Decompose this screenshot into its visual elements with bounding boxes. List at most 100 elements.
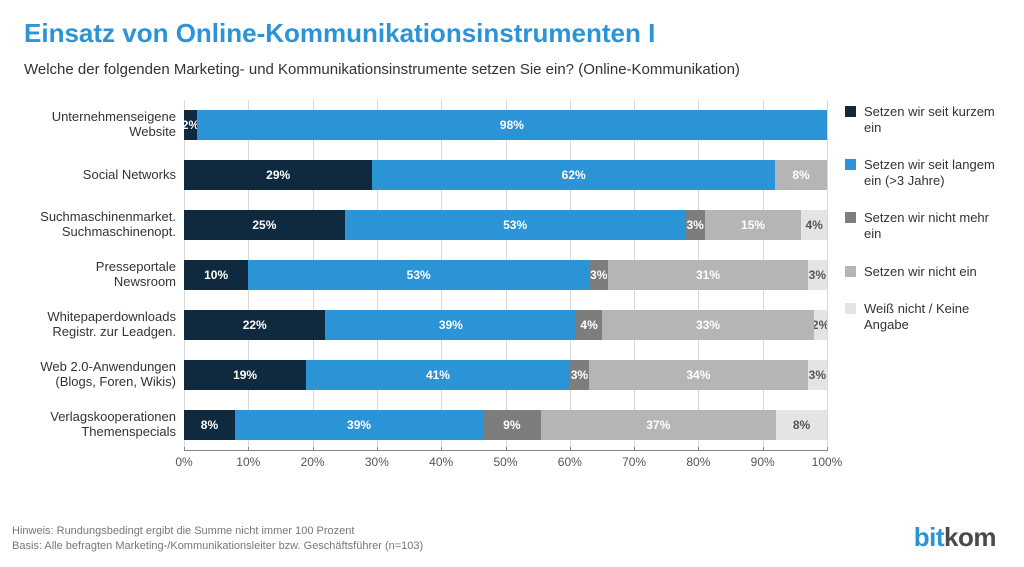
legend-label: Setzen wir nicht mehr ein [864,210,1000,241]
logo-part-1: bit [914,522,944,552]
bar-segment: 3% [808,360,827,390]
bar-stack: 2%98% [184,110,827,140]
bar-segment: 8% [775,160,827,190]
bar-segment: 39% [235,410,483,440]
bar-row: 25%53%3%15%4% [184,200,827,250]
legend-item: Setzen wir nicht ein [845,264,1000,280]
x-tick-mark [248,447,249,451]
footnote-line-1: Hinweis: Rundungsbedingt ergibt die Summ… [12,524,423,538]
bar-segment: 53% [248,260,589,290]
bar-segment: 19% [184,360,306,390]
plot-area: 2%98%29%62%8%25%53%3%15%4%10%53%3%31%3%2… [184,100,827,474]
bar-stack: 8%39%9%37%8% [184,410,827,440]
x-tick-mark [506,447,507,451]
x-tick-mark [441,447,442,451]
x-tick-label: 70% [622,455,646,469]
bar-segment: 8% [776,410,827,440]
bar-segment: 4% [801,210,827,240]
legend-label: Setzen wir seit kurzem ein [864,104,1000,135]
x-tick-label: 0% [175,455,192,469]
x-tick-label: 60% [558,455,582,469]
legend-item: Setzen wir nicht mehr ein [845,210,1000,241]
bar-stack: 22%39%4%33%2% [184,310,827,340]
x-tick-label: 90% [751,455,775,469]
bar-stack: 29%62%8% [184,160,827,190]
x-tick-label: 30% [365,455,389,469]
x-tick-label: 10% [236,455,260,469]
bar-segment: 15% [705,210,801,240]
y-axis-label: PresseportaleNewsroom [24,250,184,300]
bar-segment: 33% [602,310,814,340]
x-tick-mark [634,447,635,451]
bar-segment: 62% [372,160,775,190]
legend-item: Setzen wir seit kurzem ein [845,104,1000,135]
bar-segment: 98% [197,110,827,140]
logo-part-2: kom [944,522,996,552]
chart-area: UnternehmenseigeneWebsiteSocial Networks… [24,100,827,474]
bar-segment: 39% [325,310,576,340]
legend-label: Setzen wir nicht ein [864,264,977,280]
legend-swatch [845,303,856,314]
bar-row: 29%62%8% [184,150,827,200]
bar-row: 8%39%9%37%8% [184,400,827,450]
bar-segment: 3% [589,260,608,290]
bars-container: 2%98%29%62%8%25%53%3%15%4%10%53%3%31%3%2… [184,100,827,450]
x-tick-mark [377,447,378,451]
legend-label: Weiß nicht / Keine Angabe [864,301,1000,332]
footnotes: Hinweis: Rundungsbedingt ergibt die Summ… [12,524,423,553]
bar-row: 10%53%3%31%3% [184,250,827,300]
bar-row: 19%41%3%34%3% [184,350,827,400]
y-axis-labels: UnternehmenseigeneWebsiteSocial Networks… [24,100,184,474]
bar-segment: 34% [589,360,808,390]
bar-stack: 19%41%3%34%3% [184,360,827,390]
x-tick-label: 80% [686,455,710,469]
y-axis-label: VerlagskooperationenThemenspecials [24,400,184,450]
bar-segment: 41% [306,360,570,390]
x-tick-mark [763,447,764,451]
y-axis-label: Social Networks [24,150,184,200]
legend: Setzen wir seit kurzem ein Setzen wir sei… [845,100,1000,474]
legend-swatch [845,266,856,277]
bar-row: 2%98% [184,100,827,150]
bar-segment: 29% [184,160,372,190]
y-axis-label: WhitepaperdownloadsRegistr. zur Leadgen. [24,300,184,350]
x-tick-label: 100% [812,455,843,469]
bar-segment: 31% [608,260,807,290]
page-root: Einsatz von Online-Kommunikationsinstrum… [0,0,1024,567]
x-axis: 0%10%20%30%40%50%60%70%80%90%100% [184,450,827,474]
x-tick-mark [698,447,699,451]
logo: bitkom [914,522,996,553]
legend-item: Weiß nicht / Keine Angabe [845,301,1000,332]
bar-segment: 10% [184,260,248,290]
bar-segment: 8% [184,410,235,440]
x-tick-mark [313,447,314,451]
chart-wrap: UnternehmenseigeneWebsiteSocial Networks… [24,100,1000,474]
bar-segment: 37% [541,410,777,440]
page-subtitle: Welche der folgenden Marketing- und Komm… [24,61,1000,78]
bar-segment: 2% [184,110,197,140]
bar-segment: 2% [814,310,827,340]
x-tick-label: 50% [493,455,517,469]
bar-segment: 25% [184,210,345,240]
legend-swatch [845,212,856,223]
gridline [827,100,828,450]
x-tick-mark [827,447,828,451]
bar-segment: 4% [576,310,602,340]
legend-swatch [845,106,856,117]
legend-item: Setzen wir seit langem ein (>3 Jahre) [845,157,1000,188]
x-tick-mark [184,447,185,451]
bar-segment: 3% [570,360,589,390]
bar-segment: 22% [184,310,325,340]
x-tick-label: 20% [301,455,325,469]
bar-segment: 53% [345,210,686,240]
y-axis-label: Web 2.0-Anwendungen(Blogs, Foren, Wikis) [24,350,184,400]
y-axis-label: Suchmaschinenmarket.Suchmaschinenopt. [24,200,184,250]
bar-row: 22%39%4%33%2% [184,300,827,350]
y-axis-label: UnternehmenseigeneWebsite [24,100,184,150]
bar-stack: 10%53%3%31%3% [184,260,827,290]
x-tick-mark [570,447,571,451]
bar-segment: 3% [686,210,705,240]
bar-segment: 9% [483,410,540,440]
footnote-line-2: Basis: Alle befragten Marketing-/Kommuni… [12,539,423,553]
x-tick-label: 40% [429,455,453,469]
